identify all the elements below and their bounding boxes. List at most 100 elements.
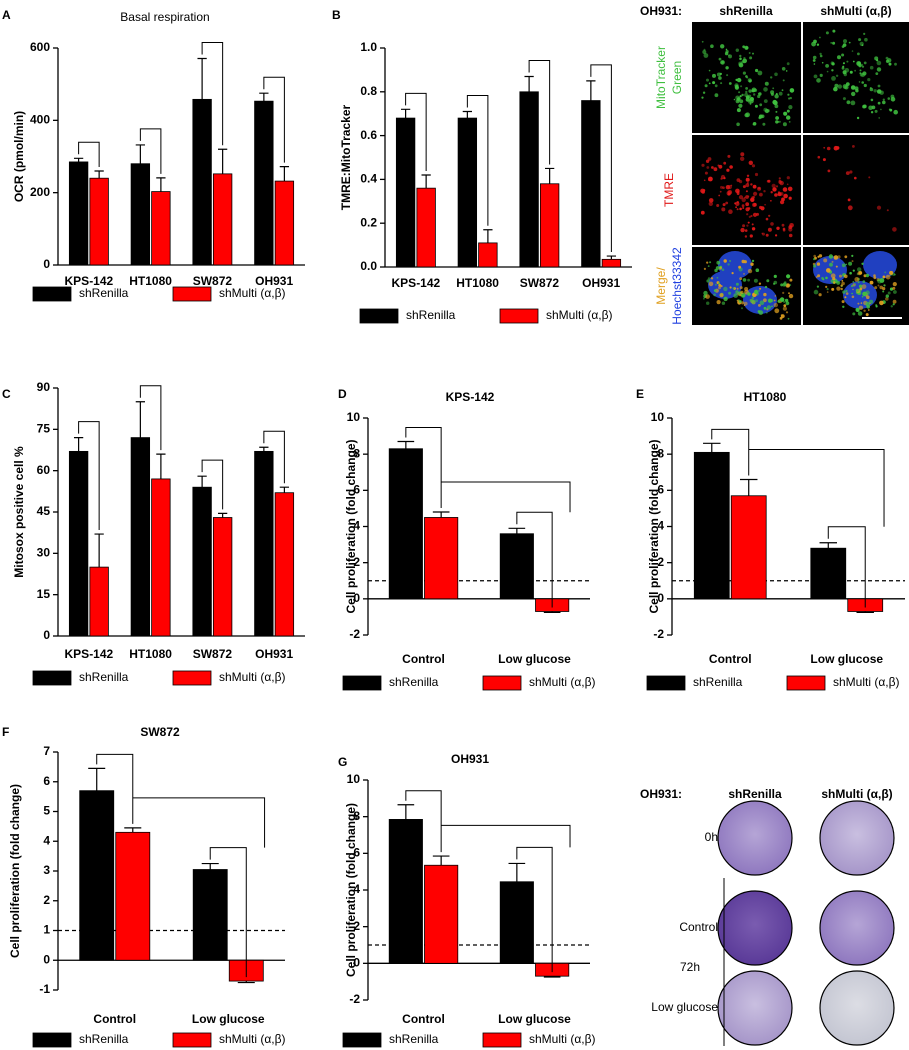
- organelle: [831, 69, 834, 72]
- chart-title: OH931: [451, 752, 489, 766]
- organelle: [819, 73, 823, 77]
- organelle: [743, 272, 745, 275]
- y-tick-label: 600: [30, 40, 50, 54]
- y-tick-label: 0.4: [360, 172, 377, 186]
- organelle: [745, 97, 750, 102]
- organelle: [704, 84, 708, 88]
- column-label: shRenilla: [719, 4, 773, 18]
- organelle: [725, 66, 729, 70]
- organelle: [782, 291, 785, 294]
- organelle: [842, 305, 845, 308]
- organelle: [869, 87, 874, 92]
- plate-well: [819, 970, 895, 1046]
- organelle: [743, 304, 746, 307]
- organelle: [874, 109, 878, 113]
- organelle: [859, 73, 864, 77]
- organelle: [782, 79, 785, 82]
- organelle: [846, 60, 849, 63]
- significance-bracket: [78, 141, 100, 167]
- organelle: [841, 280, 844, 282]
- organelle: [813, 254, 816, 258]
- organelle: [728, 82, 732, 85]
- organelle: [757, 186, 762, 191]
- organelle: [833, 145, 839, 151]
- organelle: [751, 259, 755, 263]
- organelle: [739, 286, 743, 290]
- error-bar: [259, 446, 269, 452]
- organelle: [752, 195, 756, 199]
- organelle: [763, 190, 766, 193]
- cell-line-label: OH931:: [640, 4, 682, 18]
- organelle: [715, 266, 720, 270]
- error-bar: [156, 177, 166, 192]
- organelle: [781, 89, 784, 92]
- organelle: [743, 196, 746, 199]
- plate-panel: OH931: shRenilla shMulti (α,β) 0h Control Low…: [640, 787, 895, 1046]
- organelle: [789, 96, 792, 100]
- organelle: [879, 300, 884, 306]
- organelle: [775, 116, 779, 120]
- organelle: [861, 81, 864, 84]
- significance-bracket: [516, 511, 553, 608]
- error-bar: [156, 453, 166, 479]
- organelle: [746, 224, 749, 227]
- significance-bracket: [748, 448, 885, 527]
- organelle: [825, 31, 829, 35]
- y-axis-label: Cell proliferation (fold change): [344, 439, 358, 613]
- organelle: [765, 311, 768, 314]
- organelle: [778, 91, 783, 96]
- organelle: [882, 290, 885, 293]
- organelle: [757, 92, 760, 95]
- bar: [254, 450, 274, 637]
- organelle: [875, 72, 879, 75]
- organelle: [735, 78, 738, 82]
- y-tick-label: 5: [43, 804, 50, 818]
- column-label: shRenilla: [728, 787, 782, 801]
- organelle: [722, 203, 726, 207]
- organelle: [831, 260, 834, 263]
- organelle: [849, 70, 853, 74]
- organelle: [759, 192, 763, 197]
- organelle: [738, 195, 744, 200]
- organelle: [892, 282, 897, 287]
- organelle: [718, 266, 722, 270]
- organelle: [850, 85, 856, 90]
- organelle: [739, 95, 742, 98]
- organelle: [726, 168, 730, 172]
- organelle: [780, 314, 783, 317]
- significance-bracket: [209, 847, 247, 978]
- organelle: [865, 290, 870, 296]
- organelle: [786, 183, 789, 186]
- organelle: [892, 299, 897, 304]
- organelle: [862, 104, 866, 109]
- organelle: [718, 164, 723, 169]
- bar: [68, 450, 89, 637]
- y-tick-label: 4: [353, 882, 360, 896]
- x-tick-label: OH931: [255, 647, 293, 661]
- organelle: [738, 300, 742, 303]
- organelle: [828, 254, 834, 259]
- y-tick-label: 0: [43, 952, 50, 966]
- bar: [212, 173, 233, 266]
- organelle: [778, 180, 782, 184]
- organelle: [719, 190, 722, 193]
- organelle: [759, 300, 765, 306]
- organelle: [858, 284, 863, 288]
- organelle: [886, 209, 889, 212]
- error-bar: [508, 527, 526, 534]
- organelle: [858, 81, 861, 83]
- legend-label: shMulti (α,β): [833, 675, 900, 689]
- panel-label: C: [2, 387, 11, 401]
- organelle: [857, 311, 863, 316]
- organelle: [745, 190, 748, 193]
- organelle: [716, 300, 721, 305]
- organelle: [749, 56, 753, 60]
- y-tick-label: 200: [30, 185, 50, 199]
- column-label: shMulti (α,β): [821, 787, 892, 801]
- y-tick-label: 4: [657, 519, 664, 533]
- error-bar: [73, 437, 84, 452]
- organelle: [859, 69, 862, 72]
- organelle: [845, 292, 849, 295]
- organelle: [753, 278, 758, 283]
- organelle: [733, 98, 736, 101]
